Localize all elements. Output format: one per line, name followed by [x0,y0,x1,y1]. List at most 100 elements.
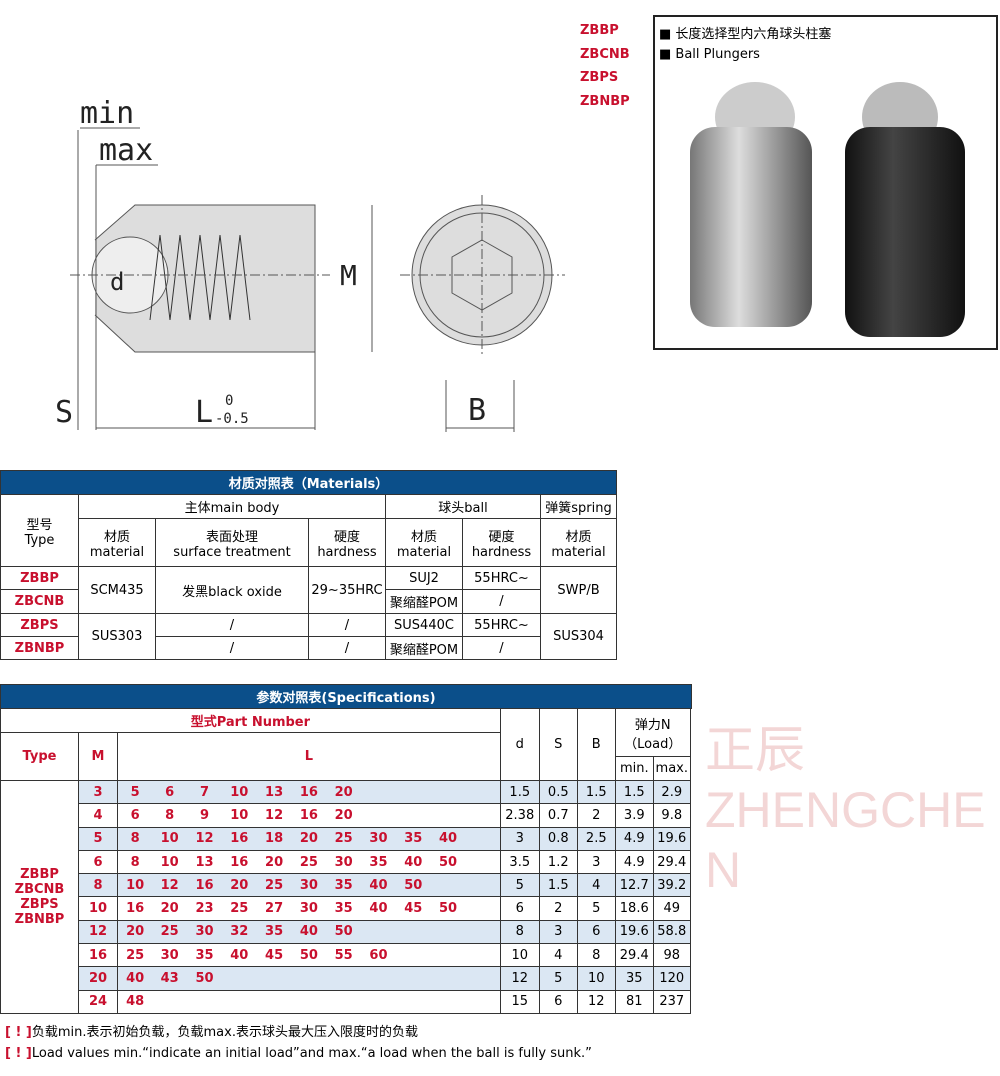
d-cell: 10 [499,943,540,968]
min-cell: 3.9 [614,803,654,828]
model-codes: ZBBP ZBCNB ZBPS ZBNBP [580,23,630,117]
L-cell: 20 [221,873,257,898]
M-cell: 20 [78,966,118,991]
S-cell: 0.5 [538,779,578,805]
type-cell: ZBBP [0,566,79,590]
min-cell: 19.6 [614,919,654,945]
L-cell [395,966,431,991]
table-row: 4 6 8 9 10 12 16 20 2.38 0.7 2 3.9 9.8 [1,803,692,828]
L-cell: 50 [430,849,466,875]
L-cell: 32 [221,919,257,945]
B-cell: 5 [576,896,616,921]
sub-header: 表面处理 surface treatment [155,518,309,567]
materials-title: 材质对照表（Materials） [0,470,618,495]
d-cell: 12 [499,966,540,991]
L-cell: 40 [361,896,396,921]
L-cell: 40 [117,966,153,991]
L-cell [361,803,396,828]
L-cell: 13 [256,779,292,805]
min-cell: 29.4 [614,943,654,968]
L-cell: 20 [326,803,362,828]
L-cell: 25 [117,943,153,968]
hardness: 29~35HRC [308,566,386,614]
L-cell: 40 [291,919,327,945]
type-header: Type [0,732,79,781]
L-cell [361,779,396,805]
d-cell: 15 [499,989,540,1014]
B-header: B [576,708,616,781]
L-cell: 10 [221,779,257,805]
max-label: max [99,133,153,168]
L-cell [430,919,466,945]
L-cell: 16 [291,779,327,805]
L-cell: 35 [326,873,362,898]
photo-title-en: Ball Plungers [675,47,760,62]
L-cell: 55 [326,943,362,968]
L-cell: 25 [152,919,188,945]
hardness: / [308,613,386,637]
S-cell: 0.8 [538,826,578,851]
L-cell: 20 [152,896,188,921]
L-cell: 16 [291,803,327,828]
M-cell: 4 [78,803,118,828]
max-cell: 2.9 [652,779,691,805]
table-row: 5 8 10 12 16 18 20 25 30 35 40 3 0.8 2.5 4.9 19.6 [1,826,692,851]
product-photo: ■ 长度选择型内六角球头柱塞 ■ Ball Plungers [653,15,998,350]
warning-icon: [ ! ] [5,1025,32,1040]
M-cell: 8 [78,873,118,898]
L-cell: 27 [256,896,292,921]
S-cell: 1.5 [538,873,578,898]
L-cell: 7 [187,779,222,805]
L-cell [465,826,501,851]
L-cell [395,803,431,828]
L-cell: 18 [256,826,292,851]
M-cell: 12 [78,919,118,945]
max-cell: 120 [652,966,691,991]
L-cell: 10 [152,849,188,875]
L-cell [291,989,327,1014]
type-cell: ZBNBP [0,636,79,660]
d-cell: 3 [499,826,540,851]
L-cell: 40 [430,826,466,851]
photo-title-cn: 长度选择型内六角球头柱塞 [675,27,832,42]
L-cell [430,943,466,968]
L-cell [465,989,501,1014]
min-label: min [80,96,134,131]
code: ZBBP [580,23,619,38]
L-cell [465,849,501,875]
table-row: 10 16 20 23 25 27 30 35 40 45 50 6 2 5 18.6 49 [1,896,692,921]
M-header: M [78,732,118,781]
L-cell [465,896,501,921]
L-cell: 30 [152,943,188,968]
hardness: / [308,636,386,660]
specs-title: 参数对照表(Specifications) [0,684,692,709]
L-cell [430,966,466,991]
L-cell: 30 [361,826,396,851]
L-cell: 30 [291,896,327,921]
B-cell: 8 [576,943,616,968]
L-cell: 35 [326,896,362,921]
L-cell [465,779,501,805]
L-cell: 60 [361,943,396,968]
surface: / [155,613,309,637]
L-cell [361,919,396,945]
note-cn: [ ! ]负载min.表示初始负载，负载max.表示球头最大压入限度时的负载 [5,1021,418,1040]
L-cell: 20 [117,919,153,945]
L-cell [395,989,431,1014]
note-text: Load values min.“indicate an initial loa… [31,1046,592,1061]
L-cell: 35 [395,826,431,851]
L-cell [187,989,222,1014]
S-cell: 4 [538,943,578,968]
d-cell: 2.38 [499,803,540,828]
sub-header: 材质 material [539,518,618,567]
L-cell [430,989,466,1014]
type-cell: ZBPS [0,613,79,637]
L-header: L [117,732,501,781]
specifications-table: 参数对照表(Specifications) 型式Part Number d S … [0,684,692,1014]
tol-upper: 0 [225,393,233,409]
B-cell: 2 [576,803,616,828]
L-cell: 12 [256,803,292,828]
d-cell: 5 [499,873,540,898]
L-cell [326,966,362,991]
L-cell: 13 [187,849,222,875]
